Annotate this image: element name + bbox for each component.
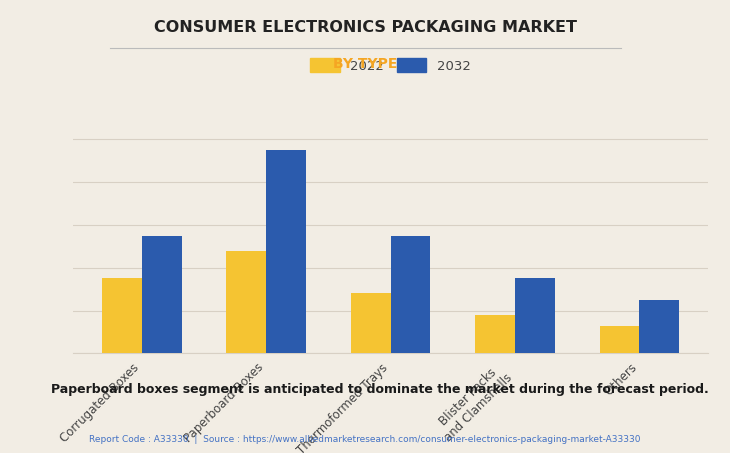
- Text: Paperboard boxes segment is anticipated to dominate the market during the foreca: Paperboard boxes segment is anticipated …: [51, 383, 709, 396]
- Bar: [599, 326, 639, 353]
- Text: BY TYPE: BY TYPE: [333, 57, 397, 71]
- Bar: [350, 294, 391, 353]
- Bar: [226, 251, 266, 353]
- Bar: [266, 150, 306, 353]
- Bar: [515, 279, 555, 353]
- Text: CONSUMER ELECTRONICS PACKAGING MARKET: CONSUMER ELECTRONICS PACKAGING MARKET: [153, 20, 577, 35]
- Bar: [391, 236, 431, 353]
- Bar: [142, 236, 182, 353]
- Bar: [639, 300, 679, 353]
- Bar: [102, 279, 142, 353]
- Text: Report Code : A33330  |  Source : https://www.alliedmarketresearch.com/consumer-: Report Code : A33330 | Source : https://…: [89, 435, 641, 444]
- Bar: [475, 315, 515, 353]
- Legend: 2022, 2032: 2022, 2032: [310, 58, 471, 72]
